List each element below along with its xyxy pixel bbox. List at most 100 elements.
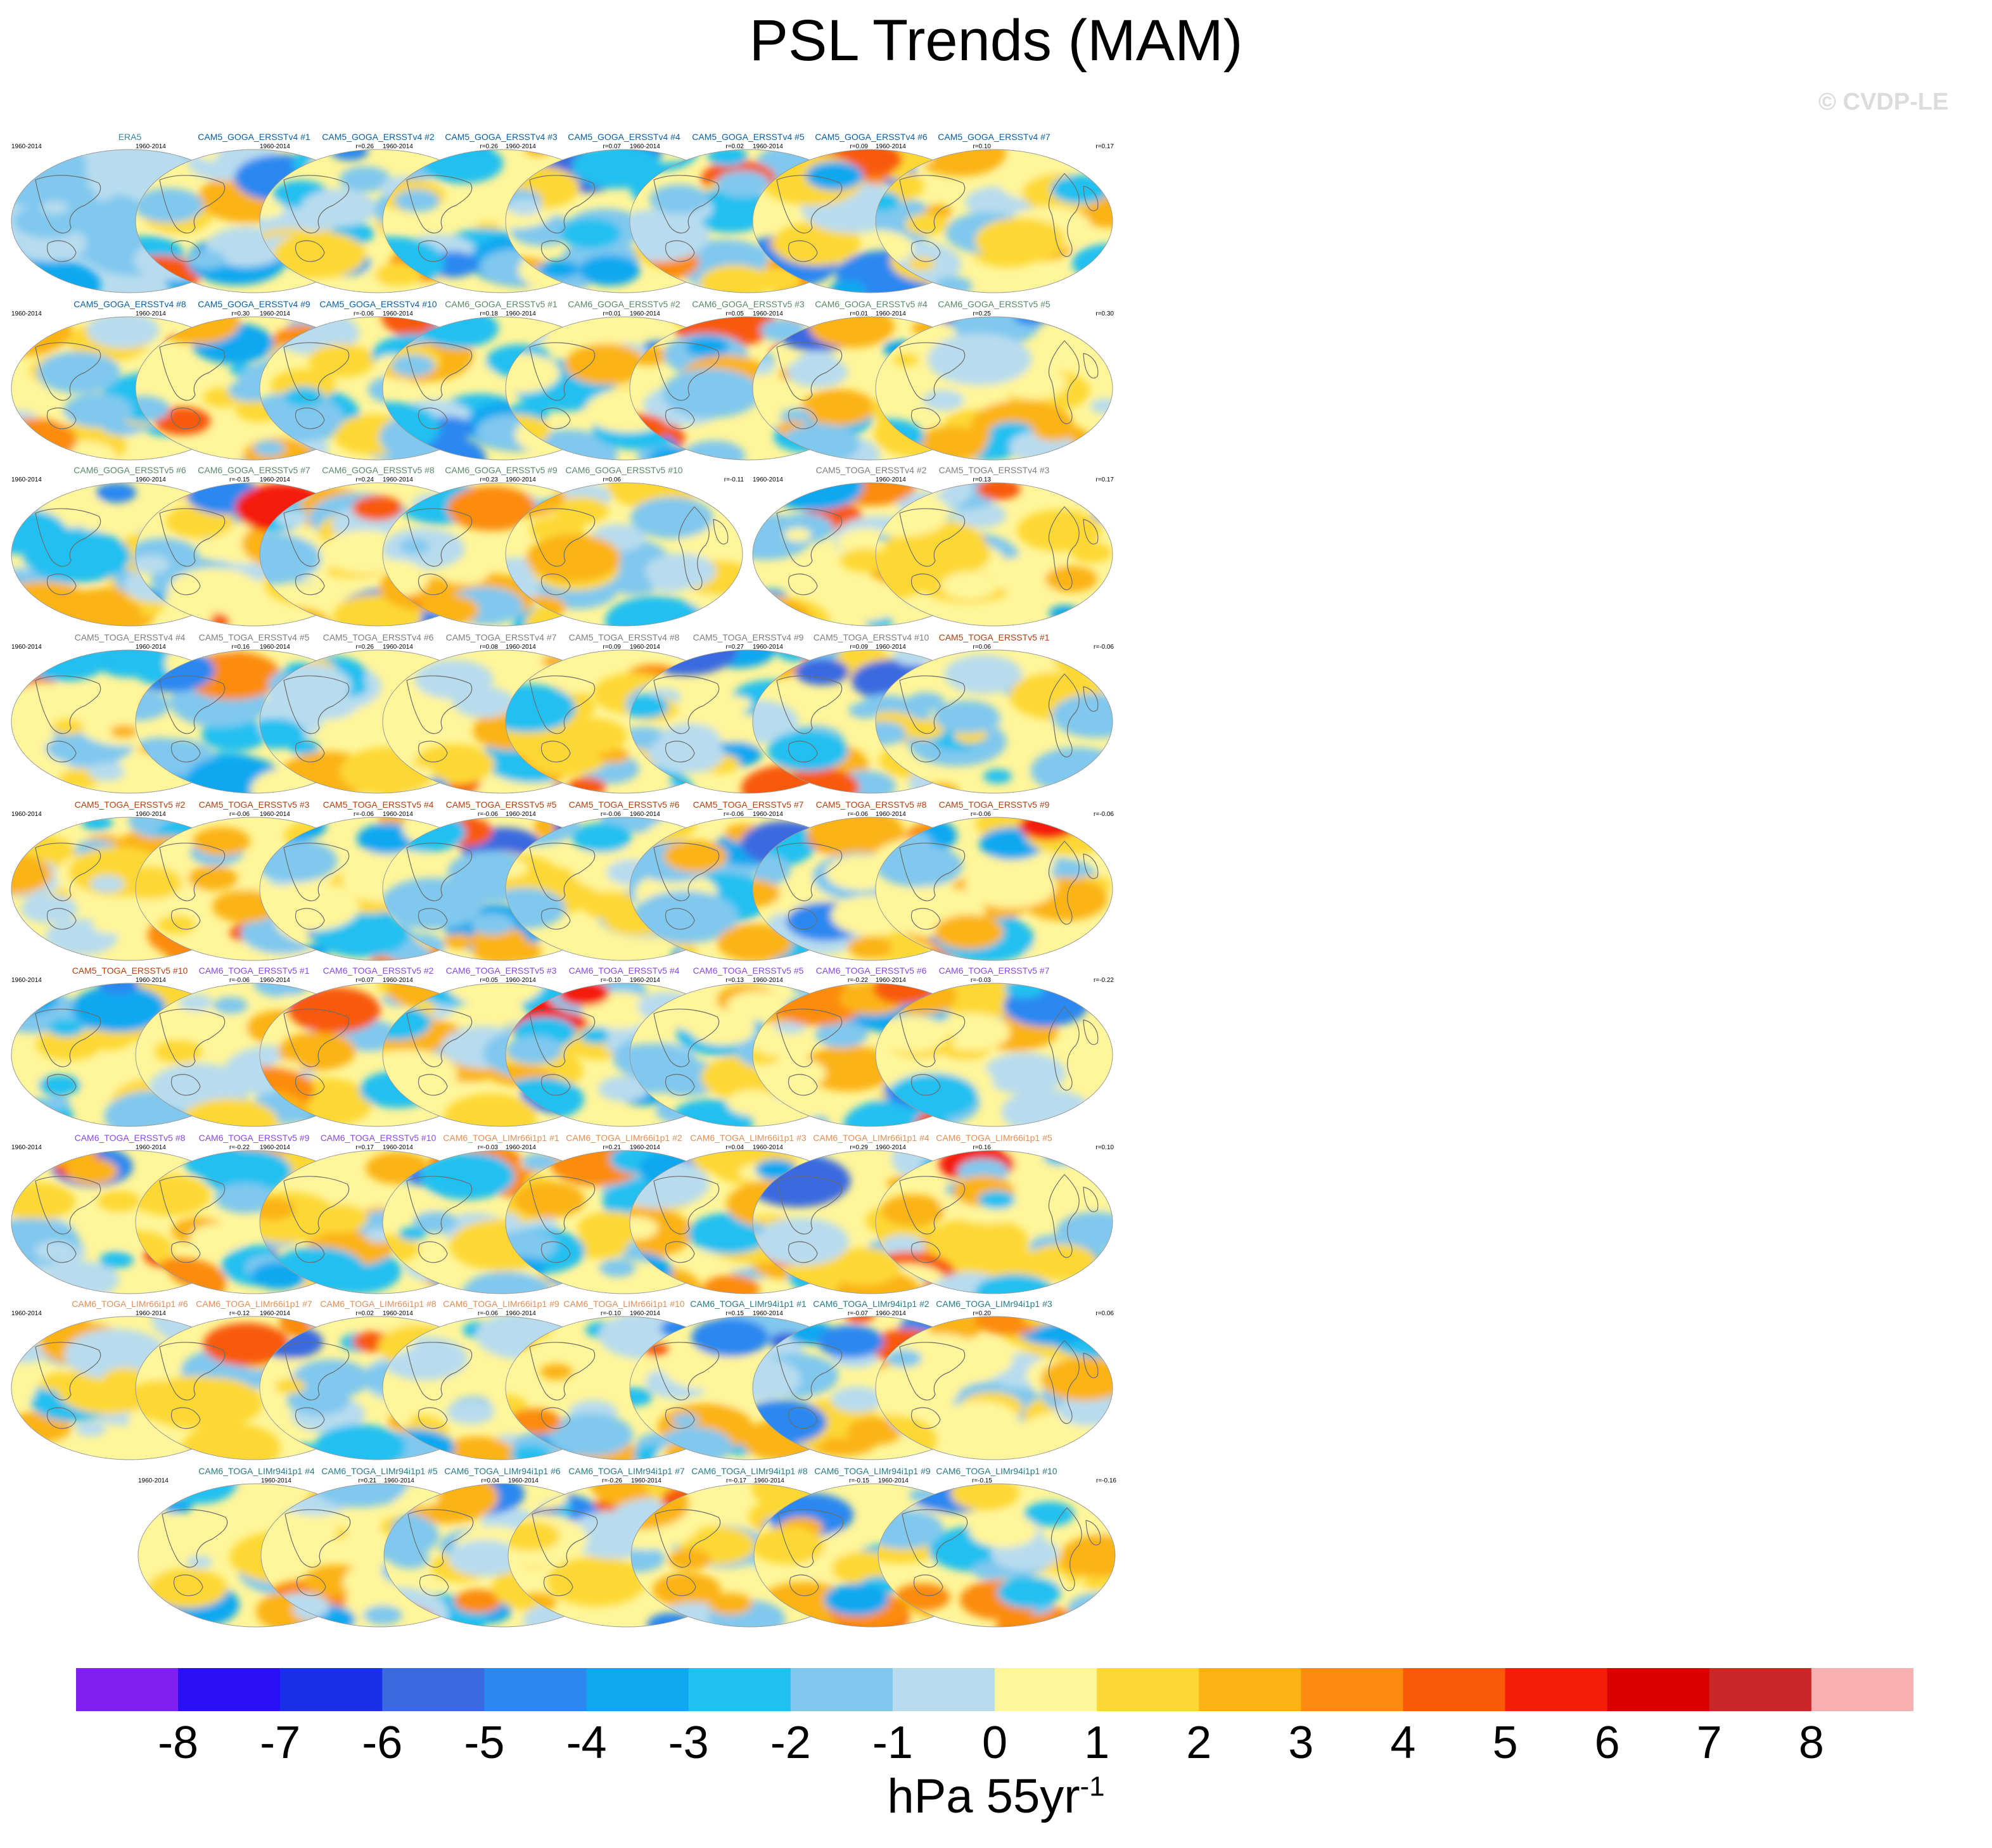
colorbar-box [892,1668,995,1711]
trend-anomaly [682,440,746,460]
trend-anomaly [11,725,54,748]
trend-anomaly [1049,605,1080,621]
panel-period: 1960-2014 [630,1144,660,1151]
panel-label: CAM6_TOGA_LIMr94i1p1 #2 [813,1299,929,1309]
trend-anomaly [983,1052,1066,1094]
panel-correlation: r=0.17 [355,1144,374,1151]
trend-anomaly [726,991,787,1021]
trend-anomaly [92,915,129,934]
panel-period: 1960-2014 [11,310,42,317]
trend-anomaly [630,946,655,960]
panel-period: 1960-2014 [136,811,166,818]
panel-label: CAM6_TOGA_LIMr94i1p1 #7 [568,1466,685,1476]
panel-period: 1960-2014 [876,310,906,317]
panel-period: 1960-2014 [878,1477,909,1484]
panel-correlation: r=0.04 [481,1477,499,1484]
panel-correlation: r=-0.22 [848,977,868,984]
trend-anomaly [508,1408,561,1435]
colorbar-tick-label: -5 [464,1717,505,1768]
panel-correlation: r=0.21 [358,1477,376,1484]
trend-anomaly [1004,983,1045,998]
trend-anomaly [384,1510,440,1560]
trend-anomaly [802,1045,895,1092]
map-field [875,316,1113,461]
panel-label: CAM6_TOGA_LIMr66i1p1 #8 [320,1299,437,1309]
trend-anomaly [1053,453,1083,460]
coastline [899,1174,1099,1263]
colorbar-tick-label: 8 [1798,1717,1824,1768]
panel-period: 1960-2014 [260,476,290,483]
panel-correlation: r=0.10 [973,143,991,150]
panel-label: CAM6_GOGA_ERSSTv5 #1 [445,299,558,309]
trend-anomaly [525,1488,568,1509]
map-panel: CAM6_GOGA_ERSSTv5 #5 1960-2014 r=0.30 [871,299,1118,466]
trend-anomaly [784,528,812,542]
trend-anomaly [1017,509,1101,552]
panel-label: CAM6_TOGA_LIMr66i1p1 #1 [443,1133,559,1143]
panel-period: 1960-2014 [11,811,42,818]
panel-label: CAM5_TOGA_ERSSTv5 #9 [938,800,1050,810]
trend-anomaly [876,197,940,246]
trend-anomaly [940,1401,1019,1441]
panel-label: CAM6_GOGA_ERSSTv5 #8 [322,465,435,475]
panel-label: CAM5_TOGA_ERSSTv4 #10 [813,632,929,642]
trend-anomaly [383,877,484,929]
trend-anomaly [414,660,494,699]
panel-label: CAM6_TOGA_ERSSTv5 #10 [320,1133,437,1143]
panel-period: 1960-2014 [11,476,42,483]
trend-anomaly [291,1443,321,1458]
panel-correlation: r=-0.03 [478,1144,498,1151]
trend-anomaly [934,914,1004,950]
coastline [899,1007,1099,1096]
colorbar-box [76,1668,179,1711]
trend-anomaly [645,553,717,589]
panel-period: 1960-2014 [753,310,783,317]
panel-correlation: r=-0.06 [1094,644,1114,651]
panel-period: 1960-2014 [506,310,536,317]
colorbar-tick-label: -1 [872,1717,913,1768]
panel-label: CAM5_TOGA_ERSSTv4 #6 [322,632,434,642]
trend-anomaly [817,1325,884,1358]
trend-anomaly [598,1076,649,1102]
trend-anomaly [880,1235,926,1258]
trend-anomaly [829,280,866,293]
panel-period: 1960-2014 [876,977,906,984]
panel-correlation: r=-0.17 [726,1477,746,1484]
trend-anomaly [753,150,786,173]
panel-correlation: r=0.06 [1095,1310,1114,1317]
panel-period: 1960-2014 [630,310,660,317]
trend-anomaly [52,719,84,736]
trend-anomaly [188,250,226,269]
trend-anomaly [753,485,788,507]
panel-period: 1960-2014 [876,1310,906,1317]
panel-label: CAM6_GOGA_ERSSTv5 #3 [692,299,805,309]
colorbar-box [1505,1668,1608,1711]
panel-correlation: r=0.30 [231,310,250,317]
panel-correlation: r=0.29 [850,1144,868,1151]
trend-anomaly [136,1150,176,1172]
map-field [259,983,497,1127]
panel-label: CAM5_GOGA_ERSSTv4 #1 [198,132,310,142]
panel-period: 1960-2014 [11,644,42,651]
map-panel: CAM6_TOGA_LIMr94i1p1 #10 1960-2014 r=-0.16 [873,1466,1120,1633]
panel-correlation: r=0.02 [725,143,744,150]
trend-anomaly [75,1421,106,1437]
colorbar-tick-label: 2 [1186,1717,1212,1768]
trend-anomaly [310,1204,368,1233]
map-border [875,817,1113,961]
trend-anomaly [878,1484,931,1500]
trend-anomaly [578,255,641,286]
trend-anomaly [754,1527,825,1565]
trend-anomaly [193,827,250,856]
trend-anomaly [508,198,542,216]
panel-correlation: r=-0.03 [971,977,991,984]
trend-anomaly [472,195,505,212]
trend-anomaly [138,1484,189,1501]
panel-period: 1960-2014 [876,143,906,150]
trend-anomaly [37,352,121,393]
trend-anomaly [1071,483,1102,499]
trend-anomaly [808,317,895,348]
panel-period: 1960-2014 [753,1310,783,1317]
panel-correlation: r=-0.11 [724,476,744,483]
trend-anomaly [506,1316,552,1341]
